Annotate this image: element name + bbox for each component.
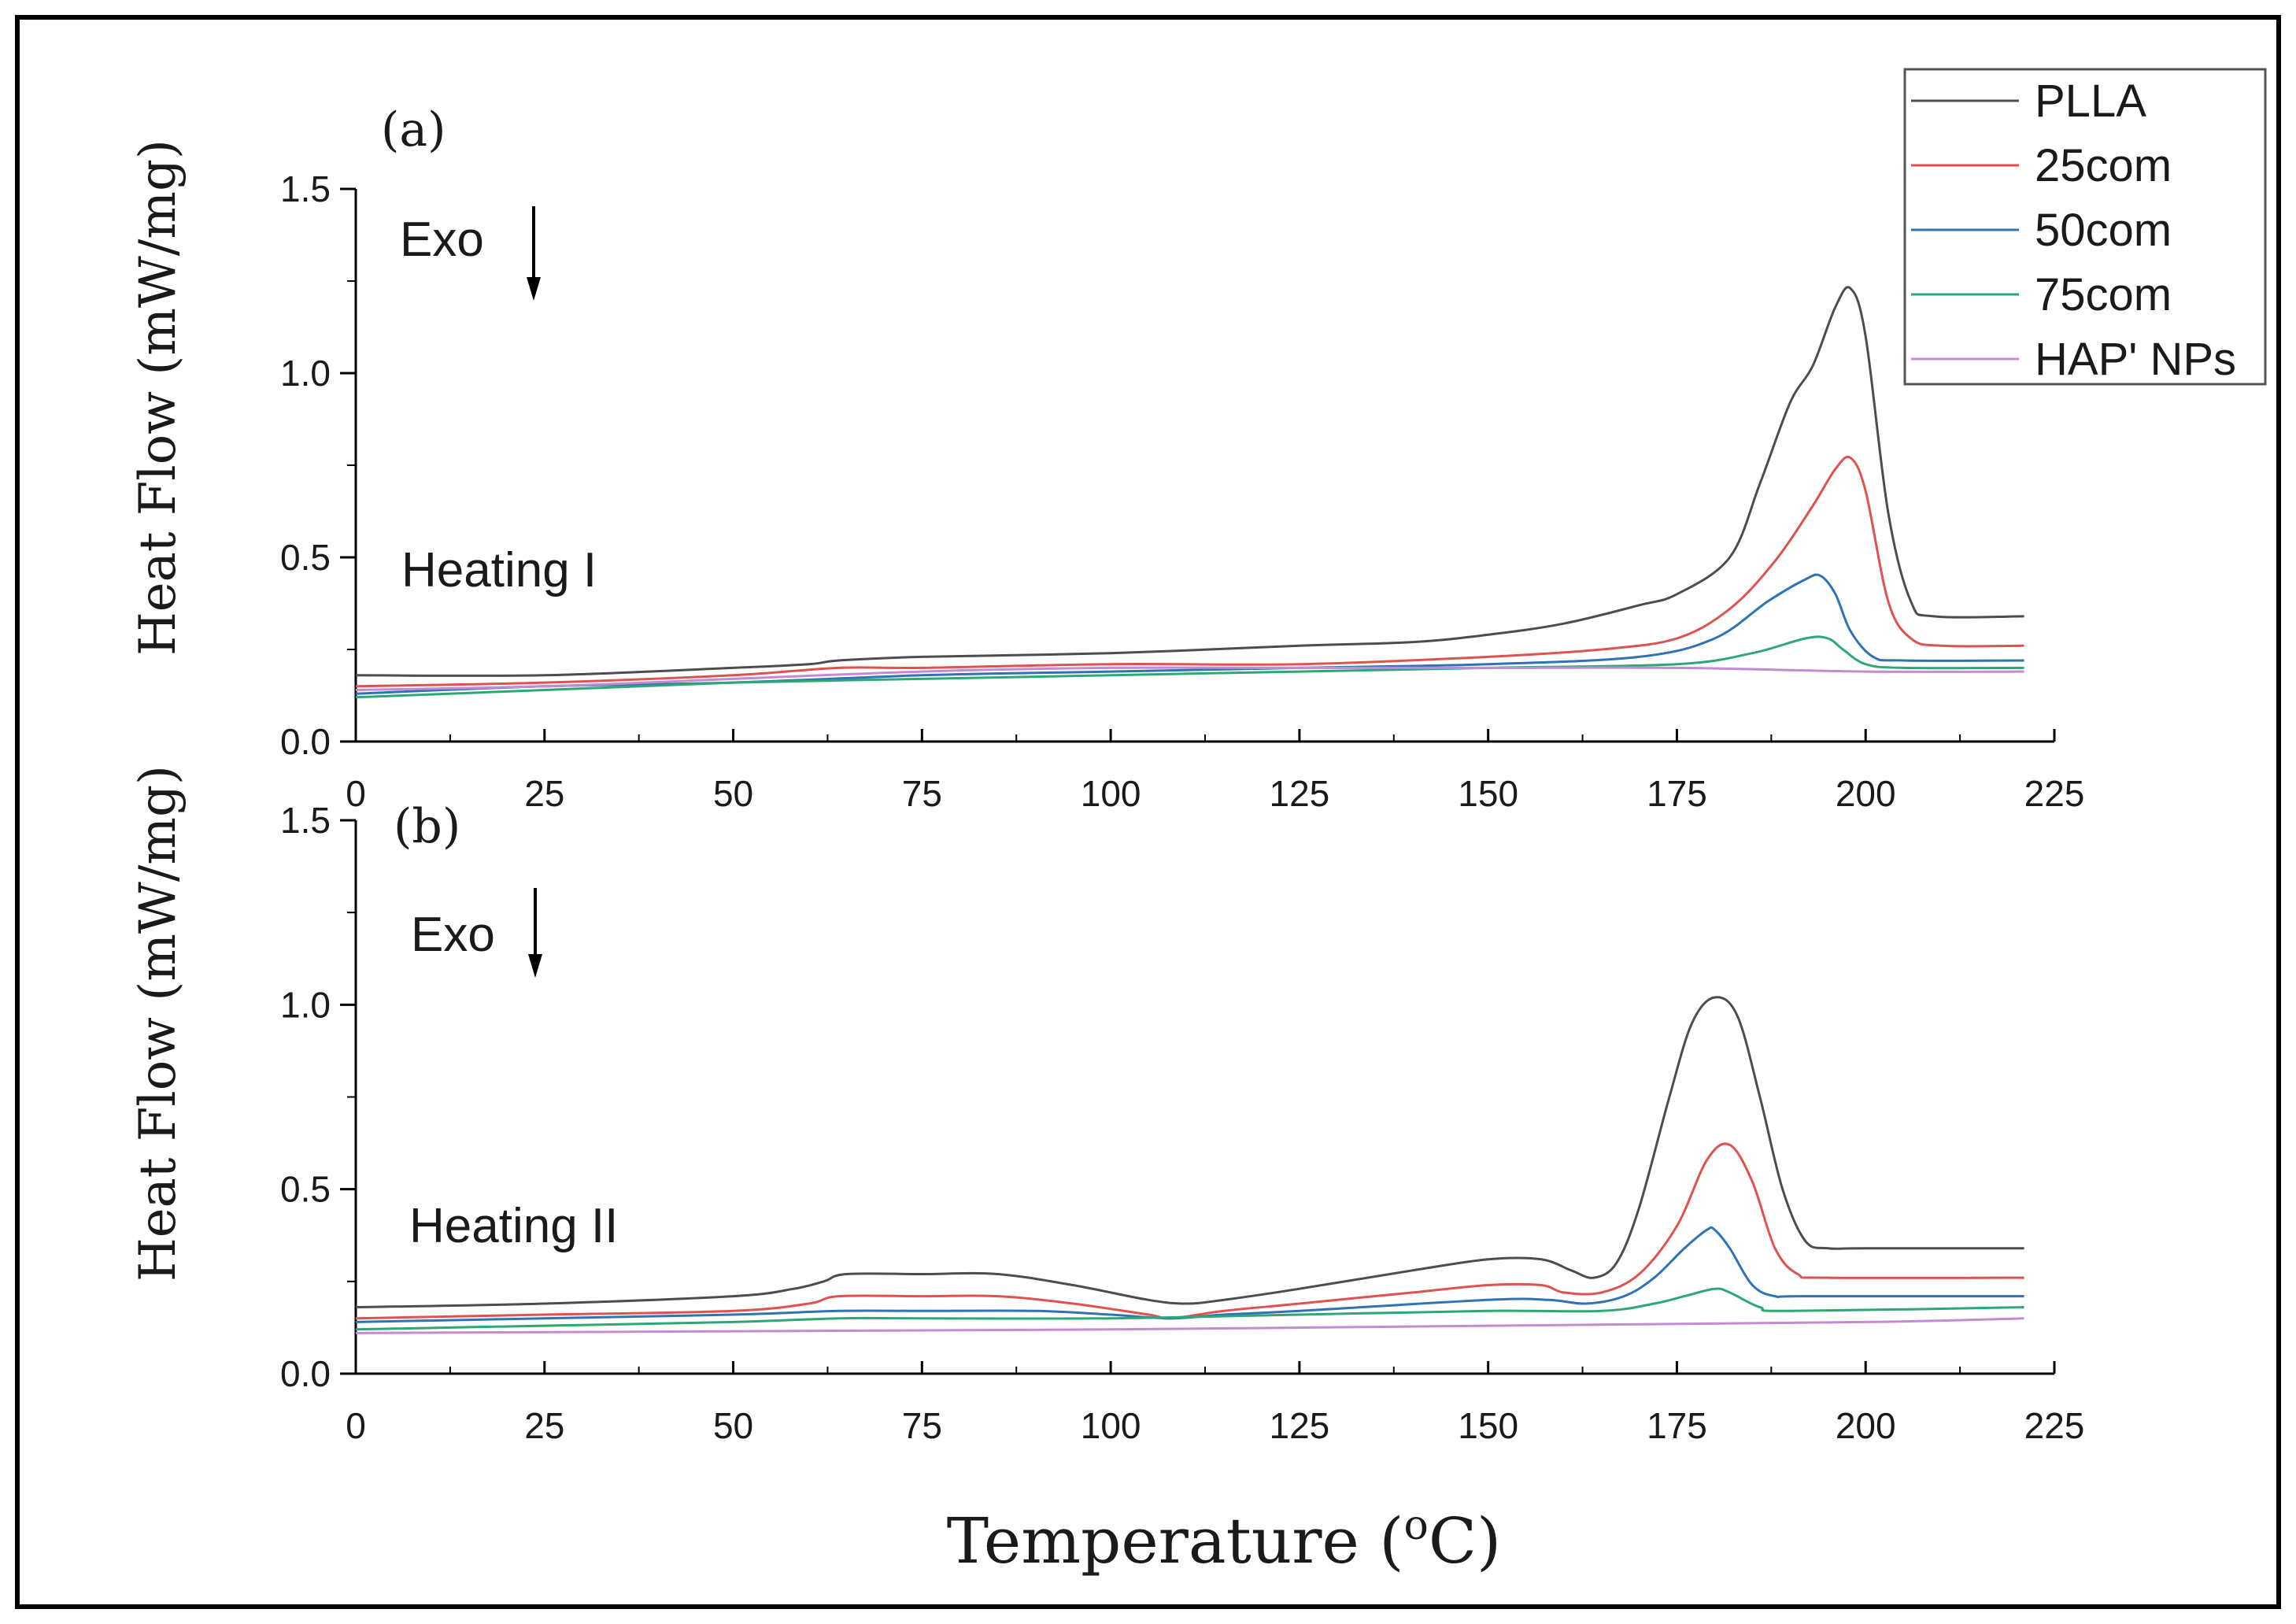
annotation-heating-1: Heating I (401, 543, 597, 597)
axes-a: 0 25 50 75 100 125 150 175 200 225 0.0 0.5 1.0 1.5 (280, 168, 2084, 814)
x-tick-label-b: 100 (1081, 1405, 1141, 1446)
series-50com-b (355, 1226, 2024, 1323)
x-tick-label-b: 150 (1458, 1405, 1518, 1446)
legend-label: 25com (2035, 140, 2172, 191)
legend-label: 75com (2035, 269, 2172, 320)
series-hap-nps-b (355, 1317, 2024, 1334)
annotation-heating-2: Heating II (409, 1199, 618, 1253)
x-axis-label: Temperature (oC) (947, 1502, 1501, 1578)
x-tick-label-a: 50 (713, 773, 753, 814)
y-tick-label-a: 1.0 (280, 353, 331, 394)
series-plla-b (355, 996, 2024, 1309)
exo-arrow-a (527, 206, 541, 301)
x-tick-label-a: 125 (1270, 773, 1330, 814)
y-axis-label-b: Heat Flow (mW/mg) (129, 765, 187, 1282)
x-tick-label-b: 75 (902, 1405, 942, 1446)
y-tick-label-b: 0.0 (280, 1353, 331, 1394)
legend-label: 50com (2035, 205, 2172, 256)
y-tick-label-a: 1.5 (280, 168, 331, 209)
x-tick-label-a: 225 (2024, 773, 2085, 814)
x-tick-label-a: 25 (524, 773, 564, 814)
legend: PLLA 25com 50com 75com HAP' NPs (1903, 68, 2267, 386)
y-tick-label-b: 1.5 (280, 800, 331, 841)
x-tick-label-b: 225 (2024, 1405, 2085, 1446)
panel-label-b: (b) (394, 799, 460, 854)
x-tick-label-b: 200 (1836, 1405, 1896, 1446)
series-hap-nps-a (355, 666, 2024, 691)
series-plla-a (355, 286, 2024, 677)
legend-label: HAP' NPs (2035, 334, 2236, 385)
x-tick-label-b: 50 (713, 1405, 753, 1446)
x-tick-label-a: 150 (1458, 773, 1518, 814)
series-group-b (355, 996, 2024, 1334)
figure-border (15, 15, 2281, 1609)
y-axis-label-a: Heat Flow (mW/mg) (129, 139, 187, 656)
panel-label-a: (a) (381, 102, 446, 157)
y-tick-label-b: 1.0 (280, 984, 331, 1025)
series-25com-b (355, 1142, 2024, 1320)
x-tick-label-b: 25 (524, 1405, 564, 1446)
x-tick-label-a: 100 (1081, 773, 1141, 814)
x-tick-label-b: 125 (1270, 1405, 1330, 1446)
y-tick-label-a: 0.5 (280, 537, 331, 578)
x-tick-label-b: 175 (1647, 1405, 1707, 1446)
x-tick-label-a: 0 (346, 773, 366, 814)
series-25com-a (355, 455, 2024, 688)
axes-b: 0 25 50 75 100 125 150 175 200 225 0.0 0.5 1.0 1.5 (280, 800, 2084, 1446)
y-tick-label-b: 0.5 (280, 1169, 331, 1210)
exo-label-a: Exo (400, 213, 484, 267)
x-tick-label-b: 0 (346, 1405, 366, 1446)
x-tick-label-a: 75 (902, 773, 942, 814)
x-tick-label-a: 175 (1647, 773, 1707, 814)
exo-arrow-b (528, 888, 542, 978)
panel-b: 0 25 50 75 100 125 150 175 200 225 0.0 0.5 1.0 1.5 (b… (280, 799, 2084, 1446)
x-tick-label-a: 200 (1836, 773, 1896, 814)
legend-box (1903, 68, 2267, 386)
panel-a: 0 25 50 75 100 125 150 175 200 225 0.0 0.5 1.0 1.5 (a… (280, 102, 2084, 814)
legend-label: PLLA (2035, 76, 2146, 127)
y-tick-label-a: 0.0 (280, 721, 331, 762)
series-group-a (355, 286, 2024, 699)
exo-label-b: Exo (411, 908, 495, 962)
series-75com-b (355, 1287, 2024, 1331)
